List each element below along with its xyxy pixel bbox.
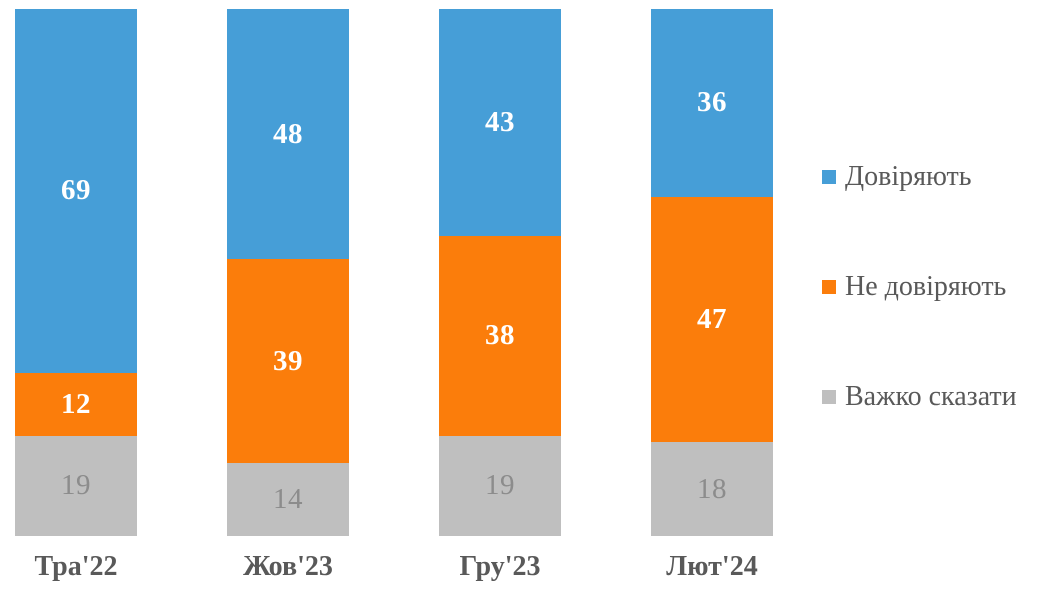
value-label: 43 [485,105,515,138]
value-label: 48 [273,117,303,150]
bar-segment-series-1-col-2: 48 [227,9,349,260]
bar-segment-series-2-col-4: 47 [651,196,773,443]
category-label: Жов'23 [243,551,333,582]
legend-label: Важко сказати [845,381,1017,412]
legend-swatch-icon [822,170,836,184]
bar-segment-series-2-col-1: 12 [15,372,137,436]
legend-swatch-icon [822,390,836,404]
legend-swatch-icon [822,280,836,294]
bar-segment-series-1-col-4: 36 [651,9,773,197]
category-label: Гру'23 [459,551,541,582]
bar-column-3: 43 38 19 [439,9,561,536]
bar-segment-series-3-col-3: 19 [439,435,561,536]
legend: Довіряють Не довіряють Важко сказати [822,0,1062,598]
legend-item-3: Важко сказати [822,379,1017,415]
bar-segment-series-2-col-3: 38 [439,235,561,436]
bar-column-2: 48 39 14 [227,9,349,536]
value-label: 39 [273,344,303,377]
category-label: Тра'22 [34,551,118,582]
legend-label: Не довіряють [845,271,1007,302]
bar-segment-series-1-col-3: 43 [439,9,561,236]
bar-column-4: 36 47 18 [651,9,773,536]
bar-segment-series-3-col-2: 14 [227,462,349,536]
value-label: 69 [61,174,91,207]
value-label: 36 [697,86,727,119]
category-axis: Тра'22 Жов'23 Гру'23 Лют'24 [15,551,773,583]
plot-area: 69 12 19 48 39 14 43 38 19 36 47 18 [15,9,773,536]
legend-item-2: Не довіряють [822,269,1006,305]
value-label: 18 [697,472,727,505]
value-label: 38 [485,319,515,352]
category-label: Лют'24 [666,551,758,582]
legend-item-1: Довіряють [822,159,972,195]
legend-label: Довіряють [845,161,972,192]
value-label: 19 [485,469,515,502]
value-label: 14 [273,482,303,515]
value-label: 19 [61,469,91,502]
bar-segment-series-3-col-4: 18 [651,442,773,536]
value-label: 12 [61,387,91,420]
value-label: 47 [697,302,727,335]
bar-segment-series-3-col-1: 19 [15,435,137,536]
bar-segment-series-2-col-2: 39 [227,259,349,463]
bar-column-1: 69 12 19 [15,9,137,536]
bar-segment-series-1-col-1: 69 [15,9,137,373]
